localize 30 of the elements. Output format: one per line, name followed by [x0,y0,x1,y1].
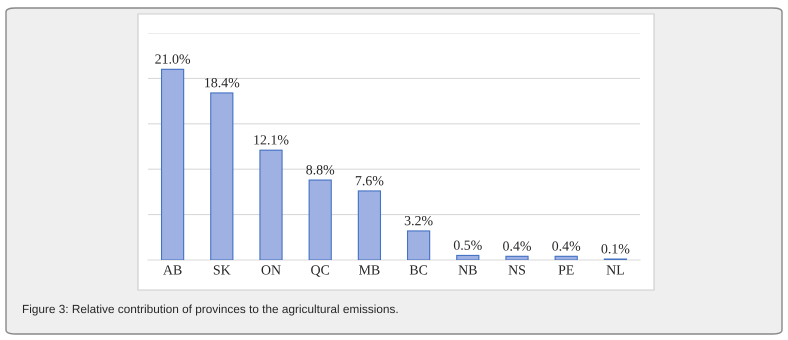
bar [210,92,234,260]
data-label: 3.2% [404,216,433,226]
data-label: 0.4% [552,241,580,251]
caption: Figure 3: Relative contribution of provinces to the agricultural emissions. [22,304,398,316]
bar [505,256,529,260]
x-tick-label: MB [358,265,380,275]
bar [259,150,283,260]
x-tick-label: AB [163,265,182,275]
x-tick-label: SK [214,265,231,275]
bar [406,230,430,260]
x-tick-label: PE [558,265,574,274]
bar [456,254,480,260]
data-label: 0.4% [503,241,531,251]
data-label: 0.5% [454,240,482,250]
data-label: 18.4% [205,78,240,88]
bar [160,68,184,260]
data-label: 12.1% [254,135,288,145]
data-label: 8.8% [306,165,334,175]
x-tick-label: ON [262,265,281,275]
bar [554,256,578,260]
bar [308,180,332,260]
bar [358,190,382,260]
x-tick-label: NS [508,265,526,275]
data-label: 21.0% [155,54,190,64]
x-tick-label: QC [311,265,330,277]
x-tick-label: BC [410,265,428,275]
data-label: 0.1% [601,244,630,254]
x-tick-label: NL [606,265,624,274]
x-tick-label: NB [458,265,477,275]
data-label: 7.6% [356,176,384,186]
